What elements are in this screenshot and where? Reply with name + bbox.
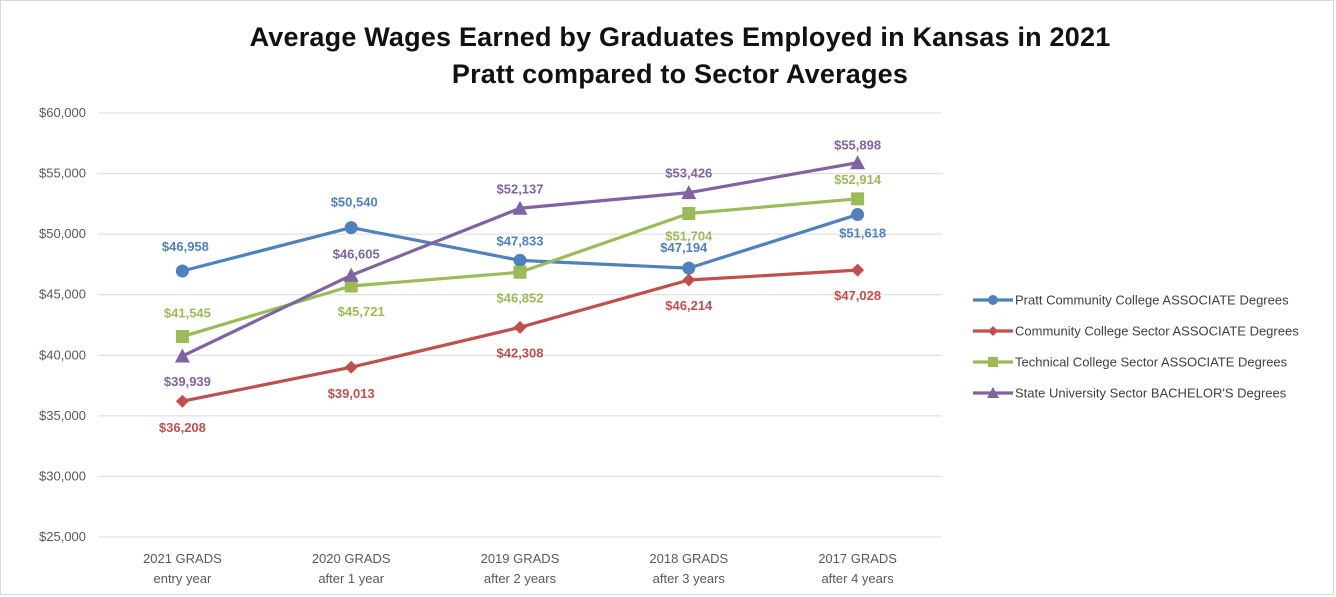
chart-title: Average Wages Earned by Graduates Employ… <box>249 22 1111 52</box>
x-tick-label: 2017 GRADS after 4 years <box>818 551 897 586</box>
x-tick-label: 2018 GRADS after 3 years <box>649 551 728 586</box>
data-label-community-college: $46,214 <box>665 298 713 313</box>
legend-marker <box>988 326 998 336</box>
data-label-community-college: $47,028 <box>834 288 881 303</box>
point-pratt <box>513 253 527 267</box>
data-label-technical-college: $51,704 <box>665 229 713 244</box>
point-state-university <box>512 200 528 215</box>
data-label-pratt: $47,833 <box>497 233 544 248</box>
data-label-state-university: $52,137 <box>497 181 544 196</box>
point-state-university <box>850 155 866 170</box>
data-label-pratt: $46,958 <box>162 239 209 254</box>
chart-subtitle: Pratt compared to Sector Averages <box>451 59 909 89</box>
x-tick-label: 2021 GRADS entry year <box>143 551 222 586</box>
legend-label: State University Sector BACHELOR'S Degre… <box>1015 386 1287 401</box>
point-community-college <box>513 320 527 334</box>
point-state-university <box>343 267 359 282</box>
point-community-college <box>682 273 696 287</box>
point-pratt <box>682 261 696 275</box>
data-label-state-university: $55,898 <box>834 138 881 153</box>
data-label-pratt: $50,540 <box>331 195 378 210</box>
data-label-state-university: $46,605 <box>333 246 380 261</box>
data-label-technical-college: $41,545 <box>164 306 211 321</box>
point-technical-college <box>682 207 696 221</box>
y-tick-label: $30,000 <box>39 468 86 483</box>
x-tick-label: 2019 GRADS after 2 years <box>481 551 560 586</box>
point-pratt <box>344 221 358 235</box>
data-label-technical-college: $45,721 <box>338 304 385 319</box>
point-state-university <box>681 185 697 200</box>
legend-marker <box>987 387 999 398</box>
data-label-pratt: $47,194 <box>660 240 708 255</box>
y-tick-label: $40,000 <box>39 347 86 362</box>
legend-label: Technical College Sector ASSOCIATE Degre… <box>1015 355 1288 370</box>
data-label-community-college: $36,208 <box>159 420 206 435</box>
point-pratt <box>175 264 189 278</box>
data-label-state-university: $53,426 <box>665 166 712 181</box>
legend-marker <box>988 295 998 305</box>
y-tick-label: $25,000 <box>39 529 86 544</box>
data-label-community-college: $42,308 <box>497 345 544 360</box>
legend-label: Community College Sector ASSOCIATE Degre… <box>1015 324 1299 339</box>
y-tick-label: $50,000 <box>39 226 86 241</box>
point-technical-college <box>851 192 865 206</box>
point-technical-college <box>175 330 189 344</box>
point-pratt <box>851 208 865 222</box>
x-tick-label: 2020 GRADS after 1 year <box>312 551 391 586</box>
point-state-university <box>174 348 190 363</box>
y-tick-label: $60,000 <box>39 105 86 120</box>
point-community-college <box>175 394 189 408</box>
legend-marker <box>988 357 998 367</box>
y-tick-label: $35,000 <box>39 408 86 423</box>
point-technical-college <box>513 265 527 279</box>
data-label-technical-college: $52,914 <box>834 172 882 187</box>
y-tick-label: $55,000 <box>39 166 86 181</box>
data-label-pratt: $51,618 <box>839 226 886 241</box>
y-tick-label: $45,000 <box>39 287 86 302</box>
point-community-college <box>851 263 865 277</box>
point-technical-college <box>344 279 358 293</box>
point-community-college <box>344 360 358 374</box>
data-label-community-college: $39,013 <box>328 386 375 401</box>
legend-label: Pratt Community College ASSOCIATE Degree… <box>1015 293 1289 308</box>
data-label-state-university: $39,939 <box>164 374 211 389</box>
data-label-technical-college: $46,852 <box>497 290 544 305</box>
